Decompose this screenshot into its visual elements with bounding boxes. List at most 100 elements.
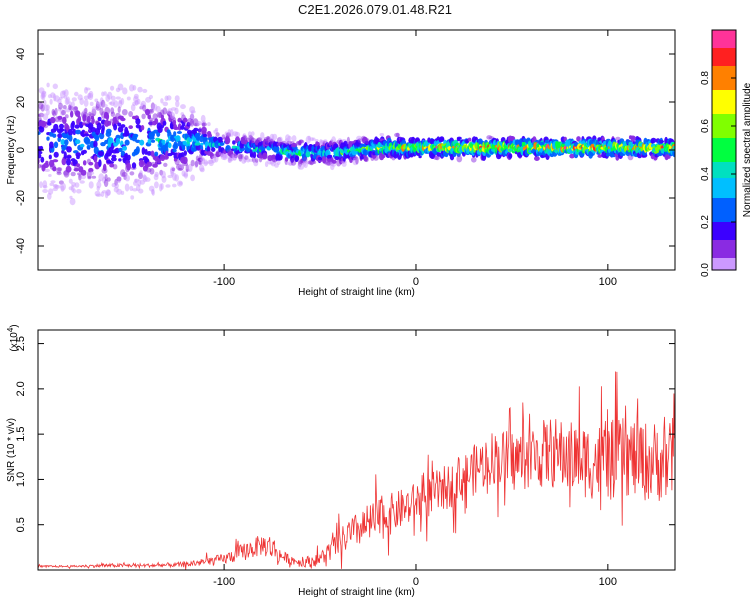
spectrogram-cell [45, 104, 50, 111]
spectrogram-cell [157, 125, 163, 133]
spectrogram-cell [276, 159, 281, 165]
spectrogram-cell [47, 122, 52, 126]
spectrogram-cell [183, 150, 187, 156]
spectrogram-cell [120, 190, 125, 195]
spectrogram-cell [142, 88, 148, 93]
spectrogram-cell [172, 183, 177, 188]
spectrogram-cell [105, 112, 110, 121]
spectrogram-cell [264, 161, 269, 168]
spectrogram-cell [160, 183, 164, 190]
colorbar-swatch [712, 90, 736, 93]
y-axis-label: SNR (10 * v/v) [6, 418, 17, 482]
colorbar-swatch [712, 200, 736, 203]
spectrogram-cell [54, 185, 61, 189]
spectrogram-cell [38, 125, 45, 133]
spectrogram-cell [77, 115, 82, 123]
spectrogram-cell [332, 159, 337, 164]
spectrogram-cell [74, 110, 80, 116]
spectrogram-cell [53, 151, 59, 158]
spectrogram-cell [166, 95, 172, 101]
spectrogram-cell [135, 139, 141, 143]
colorbar-swatch [712, 96, 736, 99]
spectrogram-cell [196, 121, 202, 126]
spectrogram-cell [151, 189, 155, 195]
spectrogram-cell [110, 85, 115, 91]
spectrogram-cell [48, 154, 52, 160]
colorbar-swatch [712, 262, 736, 265]
colorbar-swatch [712, 70, 736, 73]
spectrogram-cell [110, 95, 116, 102]
colorbar-swatch [712, 50, 736, 53]
colorbar-swatch [712, 100, 736, 103]
spectrogram-cell [156, 131, 161, 137]
spectrogram-cell [576, 136, 581, 142]
y-tick-label: 40 [15, 48, 27, 60]
spectrogram-cell [107, 120, 112, 126]
spectrogram-cell [155, 105, 161, 113]
spectrogram-cell [117, 106, 121, 113]
colorbar-swatch [712, 180, 736, 183]
spectrogram-cell [184, 133, 188, 140]
spectrogram-cell [114, 183, 119, 189]
snr-plot: -100 0 100 0.5 1.0 1.5 2.0 2.5 Height of straigh… [6, 324, 676, 598]
spectrogram-cell [509, 136, 516, 141]
spectrogram-cell [193, 127, 199, 132]
spectrogram-cell [65, 96, 71, 105]
colorbar-swatch [712, 104, 736, 107]
spectrogram-cell [615, 136, 621, 141]
spectrogram-cell [167, 142, 172, 149]
colorbar-swatch [712, 244, 736, 247]
colorbar-swatch [712, 194, 736, 197]
spectrogram-cell [121, 109, 128, 116]
spectrogram-cell [41, 90, 47, 95]
spectrogram-cell [86, 115, 91, 124]
colorbar-swatch [712, 122, 736, 125]
colorbar-swatch [712, 62, 736, 65]
spectrogram-cell [75, 152, 81, 157]
spectrogram-cell [126, 96, 131, 101]
colorbar-swatch [712, 250, 736, 253]
spectrogram-cell [165, 184, 171, 188]
spectrogram-cell [178, 181, 183, 185]
colorbar-swatch [712, 164, 736, 167]
colorbar-swatch [712, 256, 736, 259]
colorbar-swatch [712, 152, 736, 155]
spectrogram-cell [173, 131, 177, 137]
spectrogram-cell [117, 122, 122, 127]
spectrogram-cell [172, 119, 177, 126]
spectrogram-cell [91, 117, 95, 125]
colorbar-swatch [712, 134, 736, 137]
spectrogram-cell [144, 177, 151, 182]
x-axis-label: Height of straight line (km) [298, 587, 415, 598]
spectrogram-cell [90, 127, 97, 134]
spectrogram-cell [234, 131, 241, 138]
spectrogram-cell [116, 176, 122, 182]
spectrogram-cell [219, 142, 225, 146]
spectrogram-cell [66, 146, 72, 153]
colorbar-swatch [712, 196, 736, 199]
spectrogram-cell [79, 97, 84, 106]
colorbar-swatch [712, 160, 736, 163]
colorbar-swatch [712, 128, 736, 131]
y-tick-label: 20 [15, 96, 27, 108]
colorbar-swatch [712, 112, 736, 115]
colorbar-swatch [712, 148, 736, 151]
spectrogram-cell [597, 154, 603, 158]
colorbar-swatch [712, 92, 736, 95]
spectrogram-cell [101, 167, 108, 174]
colorbar-swatch [712, 66, 736, 69]
spectrogram-cell [456, 155, 463, 163]
y-multiplier-exp: 4 [6, 327, 15, 332]
spectrogram-cell [83, 99, 89, 107]
spectrogram-cell [162, 120, 167, 126]
spectrogram-cell [233, 153, 238, 159]
spectrogram-cell [272, 133, 278, 141]
snr-frame [37, 329, 676, 571]
spectrogram-cell [85, 87, 91, 91]
spectrogram-cell [176, 131, 182, 134]
spectrogram-cell [260, 132, 265, 139]
colorbar-swatch [712, 172, 736, 175]
spectrogram-cell [74, 124, 80, 129]
colorbar-tick-label: 0.0 [700, 263, 711, 277]
spectrogram-cell [40, 104, 45, 112]
